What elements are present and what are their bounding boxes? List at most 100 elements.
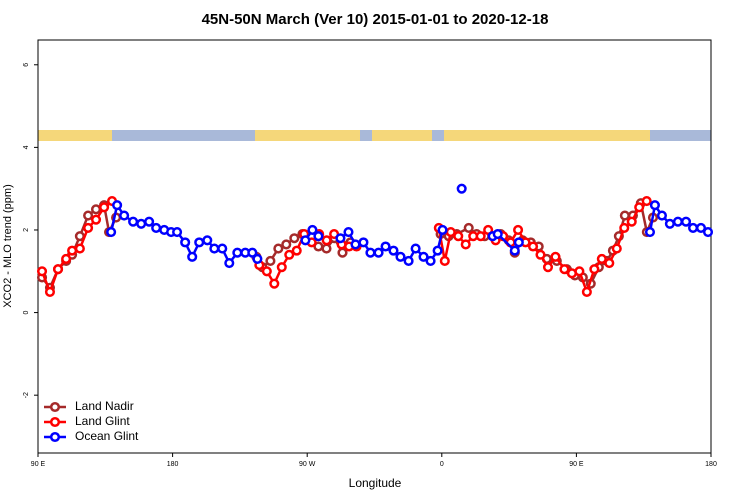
data-point [273,243,284,254]
data-point [634,202,645,213]
data-point [437,224,448,236]
legend-marker [49,401,61,413]
data-point [289,233,300,244]
data-point [535,249,546,260]
data-point [395,251,406,262]
data-point [425,255,436,267]
data-point [321,235,332,246]
data-point [513,224,524,236]
x-axis-label: Longitude [349,476,402,490]
x-tick-label: 90 E [31,461,46,468]
data-point [581,286,592,297]
legend-marker [49,416,61,428]
data-point [74,243,85,254]
data-point [335,233,346,244]
data-point [83,222,94,233]
data-point [83,210,94,221]
data-point [611,243,622,254]
data-point [265,255,276,267]
data-point [604,257,615,269]
data-point [119,210,130,221]
data-point [337,247,348,258]
x-tick-label: 90 W [299,461,316,468]
data-point [475,231,486,242]
data-point [527,241,539,252]
data-point [187,251,198,262]
data-point [269,278,280,289]
data-point [656,210,667,221]
x-tick-label: 90 E [569,461,584,468]
data-point [688,222,699,233]
data-point [209,243,220,254]
data-point [224,257,235,269]
data-point [365,247,376,258]
data-point [513,237,524,248]
data-point [202,235,213,246]
x-tick-label: 180 [705,461,717,468]
data-point [350,239,361,250]
data-point [321,243,332,254]
data-point [99,202,110,213]
data-point [112,200,123,211]
legend-marker [49,431,61,443]
data-point [388,245,399,256]
data-point [418,251,429,262]
data-point [284,249,295,260]
data-point [664,218,675,229]
data-point [36,266,48,277]
data-point [90,204,102,215]
data-point [136,218,147,229]
y-tick-label: 6 [23,63,30,67]
data-point [641,196,652,207]
data-point [649,200,660,211]
data-point [276,262,287,273]
data-point [291,245,302,256]
data-point [232,247,243,258]
y-tick-label: -2 [23,392,30,398]
data-point [439,255,450,267]
data-point [410,243,421,254]
data-point [247,247,258,258]
legend-label: Land Glint [75,414,130,428]
data-point [90,214,102,225]
y-tick-label: 2 [23,228,30,232]
data-point [596,253,607,264]
data-point [128,216,139,227]
data-point [300,235,311,246]
legend-label: Ocean Glint [75,429,139,443]
data-point [307,224,318,236]
data-point [453,231,464,242]
data-point [67,245,78,256]
data-point [702,226,714,238]
data-point [217,243,228,254]
data-point [559,264,570,275]
data-point [695,222,707,233]
data-point [509,245,520,256]
data-point [574,266,585,277]
data-point [680,216,692,227]
map-strip [38,130,711,141]
data-point [492,229,503,240]
data-point [373,247,384,258]
data-point [619,210,630,221]
data-point [281,239,292,250]
legend-label: Land Nadir [75,399,134,413]
data-point [172,226,183,238]
data-point [343,226,354,238]
data-point [550,251,561,262]
data-point [672,216,683,227]
data-point [106,226,117,238]
data-point [460,239,471,250]
data-point [380,241,391,252]
data-point [194,237,205,248]
data-point [261,266,272,277]
x-tick-label: 180 [167,461,179,468]
data-point [619,222,630,233]
data-point [432,245,443,256]
plot-frame [37,39,712,454]
data-point [589,264,600,275]
data-point [180,237,191,248]
data-point [626,216,637,227]
data-point [52,264,64,275]
